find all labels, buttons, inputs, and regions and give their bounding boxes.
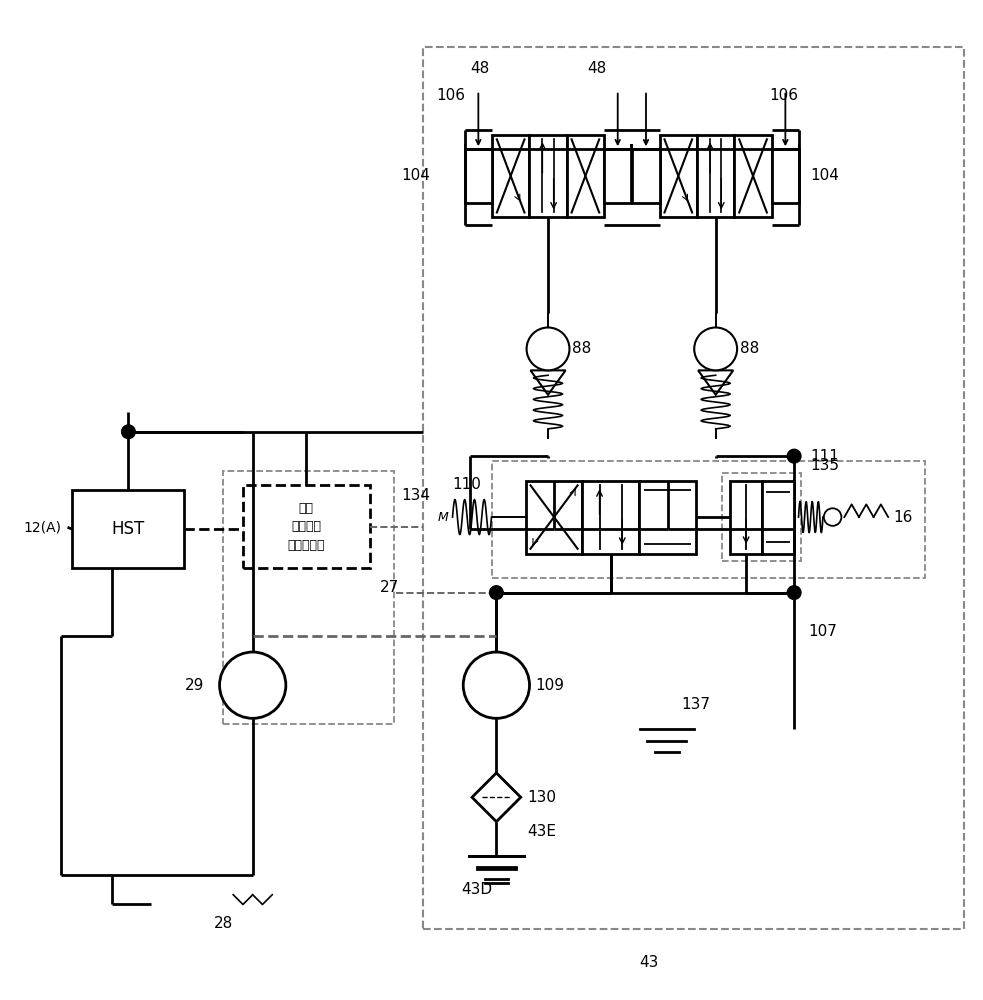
Text: 43E: 43E bbox=[528, 824, 556, 839]
Text: 134: 134 bbox=[401, 488, 431, 503]
Bar bbox=[639, 481, 696, 554]
Text: 130: 130 bbox=[528, 790, 556, 805]
Text: 48: 48 bbox=[470, 61, 490, 76]
Circle shape bbox=[824, 508, 841, 526]
Text: 135: 135 bbox=[811, 458, 839, 473]
Text: M: M bbox=[437, 511, 448, 524]
Bar bbox=[223, 471, 394, 724]
Text: 111: 111 bbox=[811, 449, 839, 464]
Text: 29: 29 bbox=[185, 678, 203, 693]
Bar bbox=[734, 135, 772, 217]
Text: 液压: 液压 bbox=[299, 502, 314, 515]
Text: 48: 48 bbox=[587, 61, 607, 76]
Polygon shape bbox=[472, 773, 521, 822]
Text: 106: 106 bbox=[435, 88, 465, 103]
Bar bbox=[243, 485, 370, 568]
Text: 12(A): 12(A) bbox=[24, 520, 62, 534]
Bar bbox=[762, 481, 793, 554]
Bar bbox=[605, 149, 631, 203]
Text: 106: 106 bbox=[770, 88, 798, 103]
Bar bbox=[567, 135, 605, 217]
Circle shape bbox=[219, 652, 286, 718]
Circle shape bbox=[527, 327, 569, 370]
Text: 28: 28 bbox=[213, 916, 233, 931]
Bar bbox=[492, 135, 530, 217]
Bar bbox=[772, 149, 799, 203]
Polygon shape bbox=[241, 668, 272, 703]
Bar bbox=[465, 149, 492, 203]
Text: （升降用）: （升降用） bbox=[288, 539, 325, 552]
Text: 104: 104 bbox=[401, 168, 431, 183]
Text: 43D: 43D bbox=[461, 882, 492, 897]
Text: 104: 104 bbox=[811, 168, 839, 183]
Text: 137: 137 bbox=[681, 697, 711, 712]
Circle shape bbox=[694, 327, 737, 370]
Text: 107: 107 bbox=[809, 624, 838, 639]
Bar bbox=[730, 481, 762, 554]
Bar bbox=[583, 481, 639, 554]
Polygon shape bbox=[485, 668, 516, 703]
Bar bbox=[526, 481, 583, 554]
Bar bbox=[632, 149, 660, 203]
Text: 16: 16 bbox=[894, 510, 912, 525]
Text: 110: 110 bbox=[452, 477, 482, 492]
Circle shape bbox=[787, 586, 801, 599]
Text: 88: 88 bbox=[572, 341, 592, 356]
Bar bbox=[424, 47, 964, 929]
Text: 109: 109 bbox=[536, 678, 564, 693]
Text: 43: 43 bbox=[640, 955, 659, 970]
Bar bbox=[492, 461, 925, 578]
Text: 27: 27 bbox=[379, 580, 399, 595]
Text: HST: HST bbox=[112, 520, 145, 538]
Text: 控制单元: 控制单元 bbox=[291, 520, 321, 533]
Circle shape bbox=[122, 425, 136, 439]
Circle shape bbox=[787, 449, 801, 463]
Bar bbox=[530, 135, 567, 217]
Bar bbox=[73, 490, 185, 568]
Text: 88: 88 bbox=[740, 341, 759, 356]
Bar bbox=[697, 135, 734, 217]
Circle shape bbox=[463, 652, 530, 718]
Bar bbox=[723, 473, 801, 561]
Bar bbox=[660, 135, 697, 217]
Circle shape bbox=[490, 586, 503, 599]
